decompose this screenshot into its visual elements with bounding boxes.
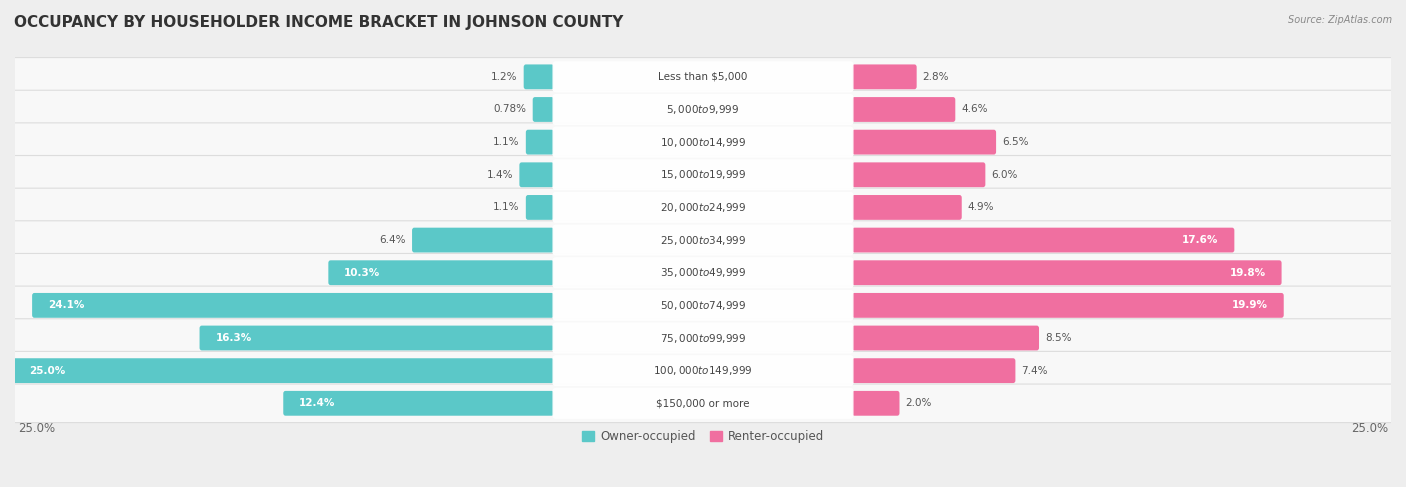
Text: 1.2%: 1.2% bbox=[491, 72, 517, 82]
FancyBboxPatch shape bbox=[852, 64, 917, 89]
Text: 16.3%: 16.3% bbox=[215, 333, 252, 343]
Text: 2.0%: 2.0% bbox=[905, 398, 932, 408]
FancyBboxPatch shape bbox=[553, 388, 853, 419]
FancyBboxPatch shape bbox=[852, 261, 1282, 285]
Text: $5,000 to $9,999: $5,000 to $9,999 bbox=[666, 103, 740, 116]
Text: Less than $5,000: Less than $5,000 bbox=[658, 72, 748, 82]
FancyBboxPatch shape bbox=[11, 221, 1395, 260]
FancyBboxPatch shape bbox=[11, 384, 1395, 423]
FancyBboxPatch shape bbox=[852, 358, 1015, 383]
Text: 19.8%: 19.8% bbox=[1229, 268, 1265, 278]
Text: $100,000 to $149,999: $100,000 to $149,999 bbox=[654, 364, 752, 377]
FancyBboxPatch shape bbox=[553, 225, 853, 256]
Text: 7.4%: 7.4% bbox=[1022, 366, 1047, 375]
FancyBboxPatch shape bbox=[11, 188, 1395, 226]
Text: 25.0%: 25.0% bbox=[18, 422, 55, 435]
FancyBboxPatch shape bbox=[519, 162, 554, 187]
Text: 17.6%: 17.6% bbox=[1182, 235, 1219, 245]
Text: 10.3%: 10.3% bbox=[344, 268, 381, 278]
Text: 25.0%: 25.0% bbox=[1351, 422, 1388, 435]
Text: 6.0%: 6.0% bbox=[991, 170, 1018, 180]
Text: $25,000 to $34,999: $25,000 to $34,999 bbox=[659, 234, 747, 246]
FancyBboxPatch shape bbox=[200, 326, 554, 351]
FancyBboxPatch shape bbox=[553, 290, 853, 321]
FancyBboxPatch shape bbox=[412, 227, 554, 252]
Text: $10,000 to $14,999: $10,000 to $14,999 bbox=[659, 136, 747, 149]
FancyBboxPatch shape bbox=[852, 130, 995, 154]
FancyBboxPatch shape bbox=[852, 326, 1039, 351]
Text: 0.78%: 0.78% bbox=[494, 105, 527, 114]
FancyBboxPatch shape bbox=[283, 391, 554, 416]
FancyBboxPatch shape bbox=[553, 257, 853, 288]
FancyBboxPatch shape bbox=[533, 97, 554, 122]
FancyBboxPatch shape bbox=[11, 57, 1395, 96]
FancyBboxPatch shape bbox=[11, 253, 1395, 292]
FancyBboxPatch shape bbox=[11, 123, 1395, 161]
FancyBboxPatch shape bbox=[852, 97, 955, 122]
FancyBboxPatch shape bbox=[523, 64, 554, 89]
FancyBboxPatch shape bbox=[11, 155, 1395, 194]
FancyBboxPatch shape bbox=[553, 355, 853, 386]
FancyBboxPatch shape bbox=[526, 130, 554, 154]
FancyBboxPatch shape bbox=[11, 90, 1395, 129]
FancyBboxPatch shape bbox=[852, 227, 1234, 252]
Text: $20,000 to $24,999: $20,000 to $24,999 bbox=[659, 201, 747, 214]
Text: 8.5%: 8.5% bbox=[1045, 333, 1071, 343]
Text: 1.4%: 1.4% bbox=[486, 170, 513, 180]
FancyBboxPatch shape bbox=[852, 162, 986, 187]
Text: 4.6%: 4.6% bbox=[962, 105, 988, 114]
FancyBboxPatch shape bbox=[11, 319, 1395, 357]
FancyBboxPatch shape bbox=[553, 61, 853, 93]
Text: OCCUPANCY BY HOUSEHOLDER INCOME BRACKET IN JOHNSON COUNTY: OCCUPANCY BY HOUSEHOLDER INCOME BRACKET … bbox=[14, 15, 623, 30]
FancyBboxPatch shape bbox=[553, 94, 853, 125]
Text: $15,000 to $19,999: $15,000 to $19,999 bbox=[659, 169, 747, 181]
Legend: Owner-occupied, Renter-occupied: Owner-occupied, Renter-occupied bbox=[578, 426, 828, 448]
Text: 12.4%: 12.4% bbox=[299, 398, 336, 408]
Text: 4.9%: 4.9% bbox=[967, 203, 994, 212]
Text: 25.0%: 25.0% bbox=[28, 366, 65, 375]
Text: 1.1%: 1.1% bbox=[494, 203, 520, 212]
FancyBboxPatch shape bbox=[852, 195, 962, 220]
Text: 2.8%: 2.8% bbox=[922, 72, 949, 82]
Text: $75,000 to $99,999: $75,000 to $99,999 bbox=[659, 332, 747, 344]
FancyBboxPatch shape bbox=[553, 159, 853, 190]
FancyBboxPatch shape bbox=[526, 195, 554, 220]
FancyBboxPatch shape bbox=[852, 391, 900, 416]
Text: 19.9%: 19.9% bbox=[1232, 300, 1268, 310]
FancyBboxPatch shape bbox=[11, 286, 1395, 325]
Text: $35,000 to $49,999: $35,000 to $49,999 bbox=[659, 266, 747, 279]
Text: Source: ZipAtlas.com: Source: ZipAtlas.com bbox=[1288, 15, 1392, 25]
FancyBboxPatch shape bbox=[553, 322, 853, 354]
FancyBboxPatch shape bbox=[32, 293, 554, 318]
FancyBboxPatch shape bbox=[11, 352, 1395, 390]
Text: 6.4%: 6.4% bbox=[380, 235, 406, 245]
Text: $150,000 or more: $150,000 or more bbox=[657, 398, 749, 408]
Text: 24.1%: 24.1% bbox=[48, 300, 84, 310]
FancyBboxPatch shape bbox=[852, 293, 1284, 318]
Text: 1.1%: 1.1% bbox=[494, 137, 520, 147]
Text: $50,000 to $74,999: $50,000 to $74,999 bbox=[659, 299, 747, 312]
FancyBboxPatch shape bbox=[329, 261, 554, 285]
FancyBboxPatch shape bbox=[553, 192, 853, 223]
Text: 6.5%: 6.5% bbox=[1002, 137, 1029, 147]
FancyBboxPatch shape bbox=[13, 358, 554, 383]
FancyBboxPatch shape bbox=[553, 127, 853, 158]
